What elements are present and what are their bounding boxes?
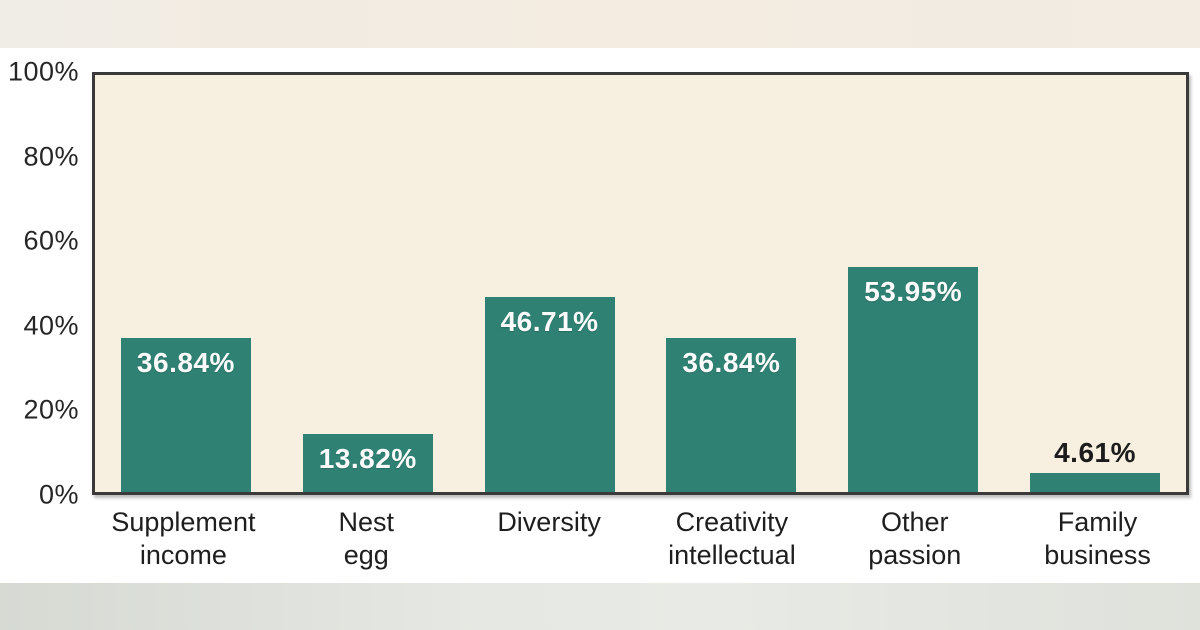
bar-value-label: 36.84% — [682, 347, 781, 379]
bar-value-label: 36.84% — [136, 347, 235, 379]
bar-value-label: 46.71% — [500, 306, 599, 338]
y-axis: 100% 80% 60% 40% 20% 0% — [0, 57, 86, 510]
bar-family-business — [1030, 472, 1161, 492]
bar-supplement-income: 36.84% — [120, 338, 251, 492]
y-tick-label: 80% — [23, 141, 79, 172]
bar-slot-3: 36.84% — [640, 75, 822, 492]
x-label-family-business: Family business — [1044, 507, 1151, 570]
bar-slot-0: 36.84% — [95, 75, 277, 492]
bar-value-label: 53.95% — [864, 276, 963, 308]
x-label-creativity-intellectual: Creativity intellectual — [668, 507, 796, 570]
y-tick-label: 20% — [23, 394, 79, 425]
y-tick-label: 60% — [23, 225, 79, 256]
x-label-diversity: Diversity — [497, 507, 601, 537]
bar-nest-egg: 13.82% — [302, 434, 433, 492]
y-tick-label: 40% — [23, 310, 79, 341]
y-tick-label: 0% — [38, 479, 79, 510]
x-label-nest-egg: Nest egg — [338, 507, 394, 570]
x-label-other-passion: Other passion — [868, 507, 962, 570]
x-axis-labels: Supplement income Nest egg Diversity Creativi… — [92, 506, 1189, 572]
bar-chart: 100% 80% 60% 40% 20% 0% 36.84% 13.82% 46.71% 36.… — [0, 48, 1200, 583]
plot-area: 36.84% 13.82% 46.71% 36.84% 53.95% 4.61% — [92, 72, 1189, 495]
bar-value-label: 13.82% — [318, 443, 417, 475]
bar-slot-5: 4.61% — [1004, 75, 1186, 492]
bar-slot-1: 13.82% — [277, 75, 459, 492]
bar-creativity-intellectual: 36.84% — [666, 338, 797, 492]
top-band — [0, 0, 1200, 48]
x-label-supplement-income: Supplement income — [111, 507, 256, 570]
bar-other-passion: 53.95% — [848, 267, 979, 492]
bar-slot-4: 53.95% — [822, 75, 1004, 492]
bar-diversity: 46.71% — [484, 297, 615, 492]
bar-value-label: 4.61% — [1054, 436, 1136, 468]
bottom-band — [0, 583, 1200, 630]
y-tick-label: 100% — [7, 56, 79, 87]
bar-slot-2: 46.71% — [459, 75, 641, 492]
